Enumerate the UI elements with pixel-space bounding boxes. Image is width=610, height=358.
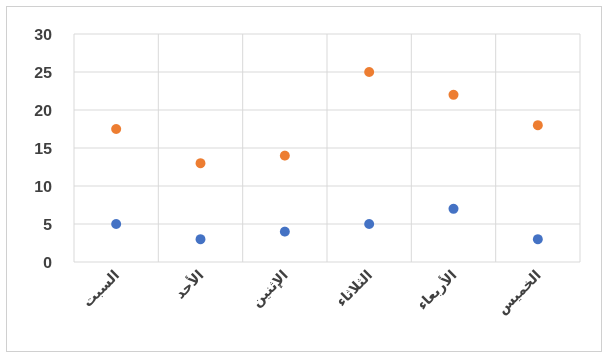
y-tick-label: 25 [34, 65, 52, 82]
y-tick-label: 15 [34, 141, 52, 158]
data-point [448, 203, 459, 214]
y-tick-label: 10 [34, 179, 52, 196]
y-tick-label: 20 [34, 103, 52, 120]
data-series [111, 67, 543, 245]
y-axis-ticks: 0 5 10 15 20 25 30 [34, 27, 52, 272]
data-point [279, 226, 290, 237]
y-tick-label: 30 [34, 27, 52, 44]
data-point [279, 150, 290, 161]
data-point [364, 219, 375, 229]
chart-area [6, 6, 602, 352]
x-tick-label: الأحد [172, 267, 208, 303]
data-point [448, 89, 459, 100]
data-point [111, 219, 122, 229]
x-tick-label: الثلاثاء [334, 268, 376, 310]
x-tick-label: الخميس [494, 268, 544, 318]
data-point [111, 124, 122, 134]
x-axis-ticks: السبت الأحد الإثنين الثلاثاء الأربعاء الخميس [80, 267, 545, 318]
x-tick-label: الإثنين [249, 268, 292, 311]
gridlines [73, 33, 581, 263]
data-point [195, 234, 206, 245]
data-point [532, 120, 543, 131]
data-point [532, 234, 543, 245]
x-tick-label: السبت [80, 268, 123, 311]
y-tick-label: 0 [43, 255, 52, 272]
data-point [364, 67, 375, 77]
data-point [195, 158, 206, 169]
x-tick-label: الأربعاء [414, 267, 461, 314]
y-tick-label: 5 [43, 217, 52, 234]
